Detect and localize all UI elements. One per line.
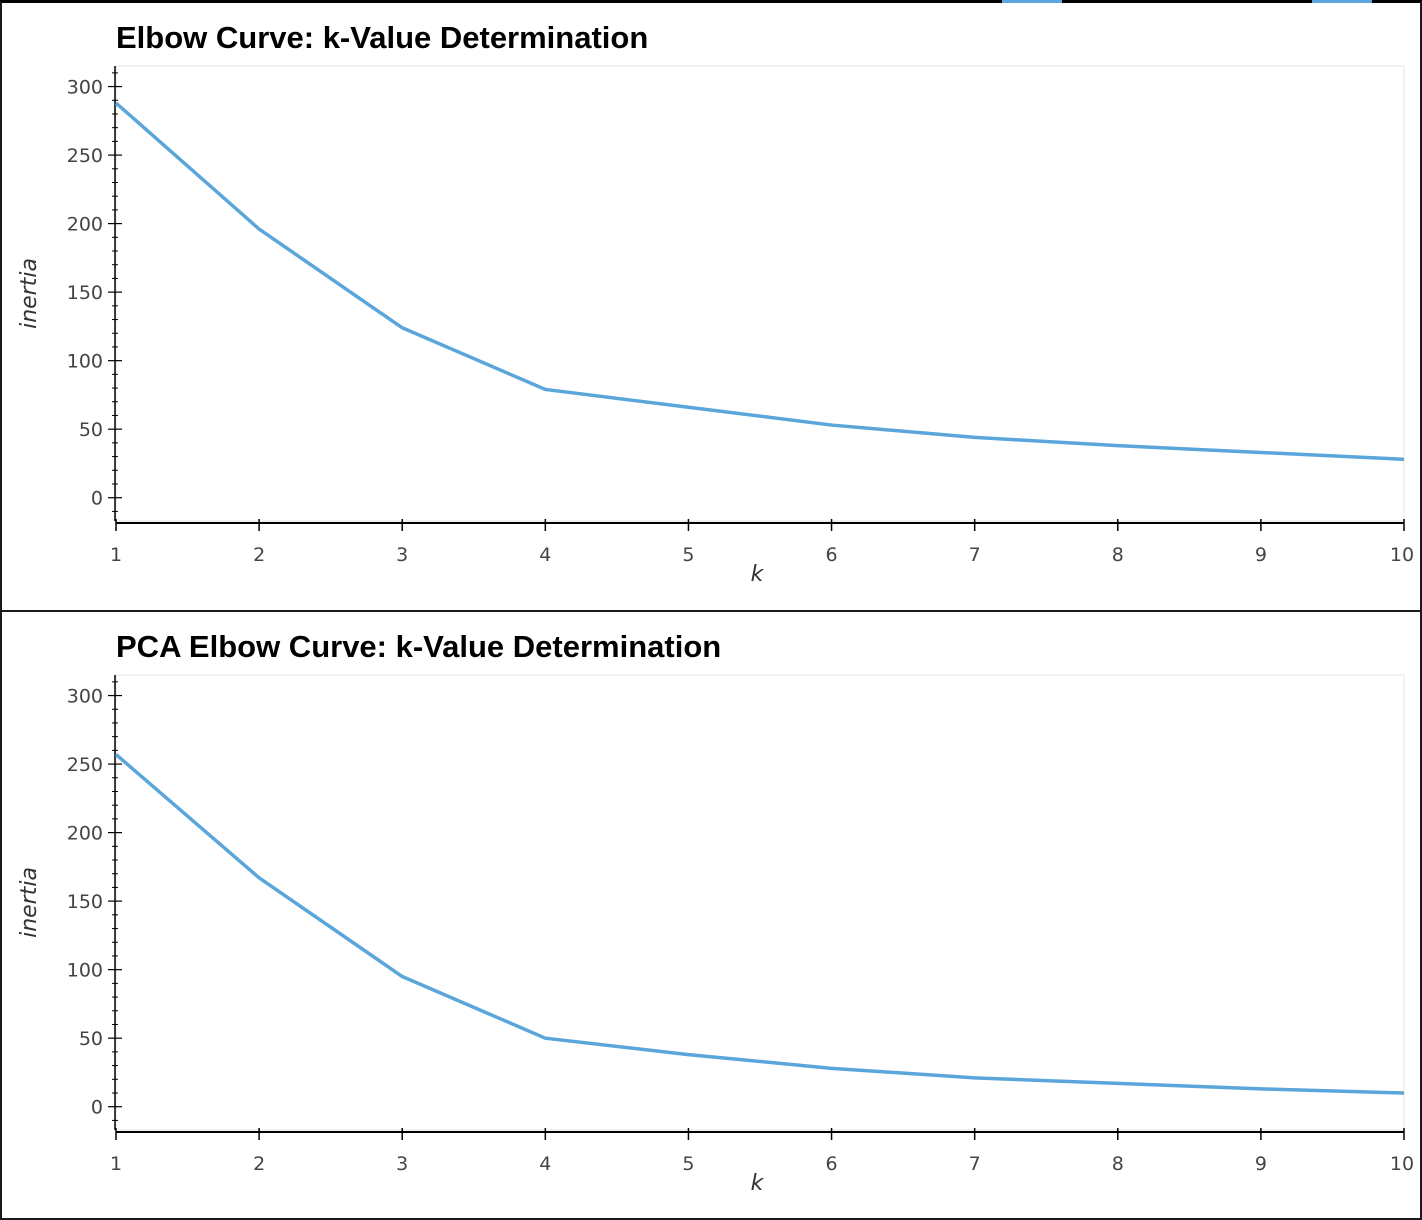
pca-elbow-curve-chart: PCA Elbow Curve: k-Value Determination 0 5… — [17, 629, 1414, 1196]
x-tick-label: 4 — [539, 1153, 551, 1175]
y-tick-label: 100 — [67, 351, 103, 373]
x-tick-label: 6 — [826, 1153, 838, 1175]
y-tick-label: 150 — [67, 891, 103, 913]
y-tick-label: 200 — [67, 823, 103, 845]
x-tick-label: 7 — [969, 544, 981, 566]
x-tick-label: 9 — [1255, 544, 1267, 566]
plot-area-frame — [115, 65, 1405, 522]
series-line — [114, 753, 1405, 1095]
x-tick-label: 10 — [1390, 544, 1414, 566]
x-tick-label: 2 — [253, 1153, 265, 1175]
x-tick-label: 7 — [969, 1153, 981, 1175]
y-tick-label: 0 — [91, 1097, 103, 1119]
x-tick-label: 2 — [253, 544, 265, 566]
panel-divider — [2, 610, 1420, 612]
x-tick-label: 5 — [682, 1153, 694, 1175]
pca-elbow-chart-panel: PCA Elbow Curve: k-Value Determination 0 5… — [2, 612, 1420, 1220]
y-tick-label: 50 — [79, 1028, 103, 1050]
elbow-curve-chart: Elbow Curve: k-Value Determination 0 50 100… — [17, 20, 1414, 587]
elbow-chart-panel: Elbow Curve: k-Value Determination 0 50 100… — [2, 3, 1420, 611]
y-tick-label: 300 — [67, 686, 103, 708]
x-tick-label: 1 — [110, 1153, 122, 1175]
tab-indicator — [1002, 0, 1062, 3]
x-tick-label: 10 — [1390, 1153, 1414, 1175]
y-axis-label: inertia — [17, 258, 42, 329]
x-tick-label: 9 — [1255, 1153, 1267, 1175]
x-tick-label: 3 — [396, 1153, 408, 1175]
x-tick-label: 5 — [682, 544, 694, 566]
y-tick-label: 100 — [67, 960, 103, 982]
chart-title: PCA Elbow Curve: k-Value Determination — [116, 629, 721, 664]
y-tick-label: 300 — [67, 77, 103, 99]
y-axis-label: inertia — [17, 867, 42, 938]
x-tick-label: 1 — [110, 544, 122, 566]
plot-area-frame — [115, 674, 1405, 1131]
chart-title: Elbow Curve: k-Value Determination — [116, 20, 648, 55]
series-line — [114, 101, 1405, 462]
x-axis-label: k — [751, 562, 765, 587]
tab-indicator — [1312, 0, 1372, 3]
x-tick-label: 4 — [539, 544, 551, 566]
x-tick-label: 6 — [826, 544, 838, 566]
x-tick-label: 8 — [1112, 544, 1124, 566]
y-tick-label: 250 — [67, 145, 103, 167]
y-tick-label: 150 — [67, 282, 103, 304]
x-tick-label: 8 — [1112, 1153, 1124, 1175]
y-tick-label: 200 — [67, 214, 103, 236]
y-tick-label: 250 — [67, 754, 103, 776]
x-axis-label: k — [751, 1171, 765, 1196]
x-tick-label: 3 — [396, 544, 408, 566]
y-tick-label: 50 — [79, 419, 103, 441]
y-tick-label: 0 — [91, 488, 103, 510]
